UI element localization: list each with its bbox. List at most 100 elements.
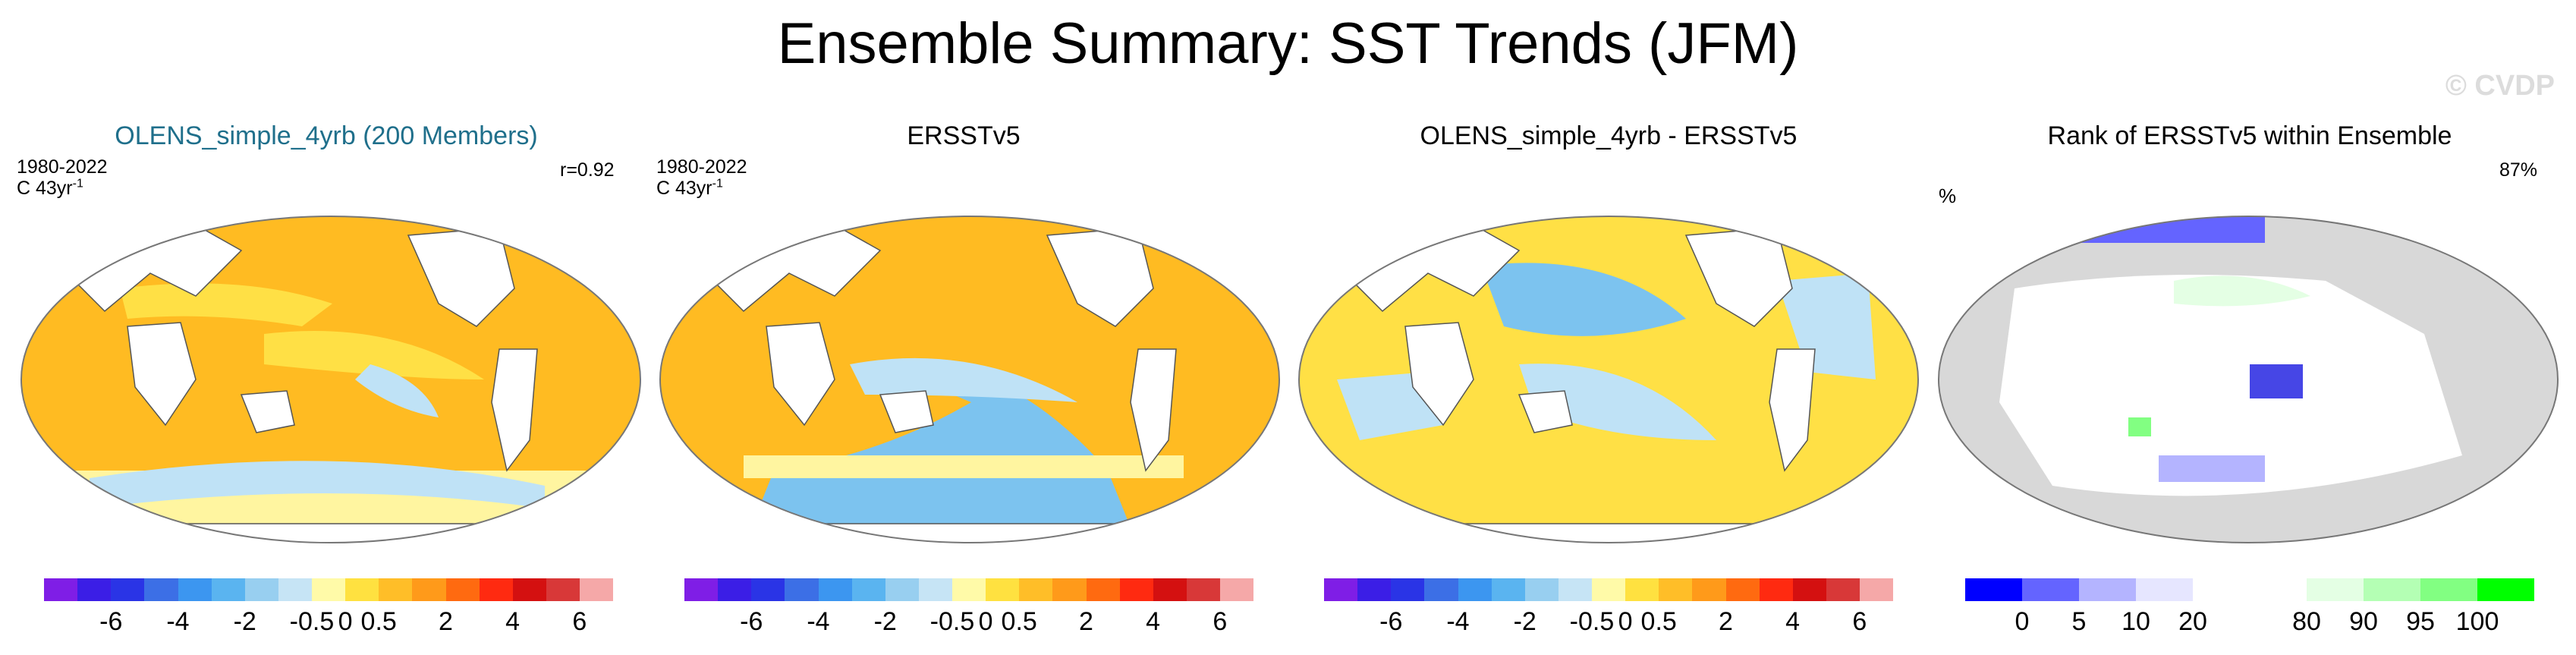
colorbar-segment <box>512 578 546 601</box>
colorbar-segment <box>818 578 852 601</box>
figure-title: Ensemble Summary: SST Trends (JFM) <box>777 11 1799 76</box>
colorbar-segment <box>1391 578 1425 601</box>
colorbar-tick-label: -6 <box>1379 607 1403 636</box>
equatorial-cool <box>850 357 1077 402</box>
panel1-period: 1980-2022 <box>17 156 108 178</box>
land-australia <box>879 390 934 433</box>
colorbar-segment <box>580 578 614 601</box>
colorbar-tick-label: -0.5 <box>1569 607 1615 636</box>
colorbar-tick-label: 6 <box>572 607 587 636</box>
colorbar-segment <box>2193 578 2250 601</box>
colorbar-segment <box>2420 578 2477 601</box>
colorbar-segment <box>952 578 986 601</box>
colorbar-segment <box>44 578 78 601</box>
colorbar-panel2 <box>684 578 1254 601</box>
colorbar-segment <box>546 578 580 601</box>
colorbar-segment <box>1357 578 1392 601</box>
colorbar-segment <box>178 578 212 601</box>
colorbar-segment <box>2022 578 2079 601</box>
colorbar-tick-label: -2 <box>1513 607 1536 636</box>
colorbar-tick-label: 5 <box>2071 607 2087 636</box>
colorbar-segment <box>1860 578 1894 601</box>
indian-light <box>120 283 332 326</box>
map-border <box>1938 216 2559 543</box>
colorbar-tick-label: -4 <box>1446 607 1470 636</box>
map-panel3 <box>1298 216 1919 543</box>
colorbar-segment <box>445 578 480 601</box>
map-panel1 <box>20 216 641 543</box>
land-australia <box>240 390 295 433</box>
colorbar-segment <box>412 578 446 601</box>
colorbar-segment <box>1692 578 1726 601</box>
colorbar-segment <box>2364 578 2420 601</box>
colorbar-segment <box>1458 578 1492 601</box>
colorbar-panel3 <box>1324 578 1894 601</box>
colorbar-segment <box>2136 578 2193 601</box>
colorbar-tick-label: 4 <box>1785 607 1801 636</box>
pale-band <box>744 455 1184 478</box>
colorbar-segment <box>379 578 413 601</box>
colorbar-tick-label: 4 <box>1146 607 1161 636</box>
colorbar-segment <box>2477 578 2534 601</box>
panel4-rank-percent: 87% <box>2499 159 2538 181</box>
colorbar-segment <box>1153 578 1187 601</box>
colorbar-panel1 <box>44 578 614 601</box>
land-australia <box>1518 390 1573 433</box>
north-pacific-green <box>2174 276 2310 307</box>
colorbar-segment <box>278 578 312 601</box>
colorbar-tick-label: -6 <box>99 607 123 636</box>
colorbar-tick-label: 6 <box>1852 607 1867 636</box>
colorbar-segment <box>211 578 245 601</box>
colorbar-segment <box>479 578 513 601</box>
colorbar-segment <box>751 578 785 601</box>
colorbar-tick-label: 90 <box>2349 607 2378 636</box>
colorbar-segment <box>684 578 719 601</box>
land-africa <box>1404 322 1474 427</box>
map-border <box>20 216 641 543</box>
colorbar-segment <box>111 578 145 601</box>
map-border <box>1298 216 1919 543</box>
colorbar-segment <box>851 578 885 601</box>
colorbar-tick-label: 6 <box>1213 607 1228 636</box>
colorbar-tick-label: -4 <box>166 607 190 636</box>
colorbar-tick-label: 2 <box>1078 607 1093 636</box>
colorbar-tick-label: 0 <box>978 607 993 636</box>
cvdp-watermark: © CVDP <box>2445 70 2555 102</box>
colorbar-segment <box>1019 578 1053 601</box>
colorbar-segment <box>144 578 178 601</box>
land-south-america <box>1769 348 1816 472</box>
panel4-title: Rank of ERSSTv5 within Ensemble <box>2047 121 2452 150</box>
colorbar-segment <box>1659 578 1693 601</box>
colorbar-segment <box>1524 578 1558 601</box>
map-panel2 <box>659 216 1280 543</box>
colorbar-tick-label: 0 <box>338 607 353 636</box>
land-africa <box>127 322 197 427</box>
colorbar-segment <box>1086 578 1120 601</box>
colorbar-tick-label: -0.5 <box>289 607 335 636</box>
colorbar-tick-label: 4 <box>505 607 521 636</box>
colorbar-segment <box>2307 578 2364 601</box>
colorbar-segment <box>1324 578 1358 601</box>
colorbar-segment <box>918 578 952 601</box>
colorbar-segment <box>2250 578 2307 601</box>
land-antarctica <box>21 523 640 543</box>
colorbar-segment <box>345 578 379 601</box>
colorbar-tick-label: 2 <box>438 607 453 636</box>
colorbar-segment <box>312 578 346 601</box>
panel1-correlation: r=0.92 <box>560 159 615 181</box>
colorbar-tick-label: 95 <box>2406 607 2435 636</box>
colorbar-segment <box>785 578 819 601</box>
colorbar-tick-label: 10 <box>2122 607 2150 636</box>
colorbar-segment <box>1186 578 1220 601</box>
colorbar-tick-label: -4 <box>807 607 830 636</box>
colorbar-segment <box>77 578 112 601</box>
ocean-neutral <box>1999 275 2462 496</box>
colorbar-tick-label: -2 <box>873 607 897 636</box>
colorbar-segment <box>1558 578 1592 601</box>
colorbar-tick-label: 0.5 <box>1640 607 1677 636</box>
colorbar-tick-label: 0.5 <box>1001 607 1037 636</box>
colorbar-panel4 <box>1965 578 2534 601</box>
colorbar-segment <box>1424 578 1458 601</box>
panel1-title: OLENS_simple_4yrb (200 Members) <box>115 121 538 150</box>
panel2-title: ERSSTv5 <box>907 121 1021 150</box>
